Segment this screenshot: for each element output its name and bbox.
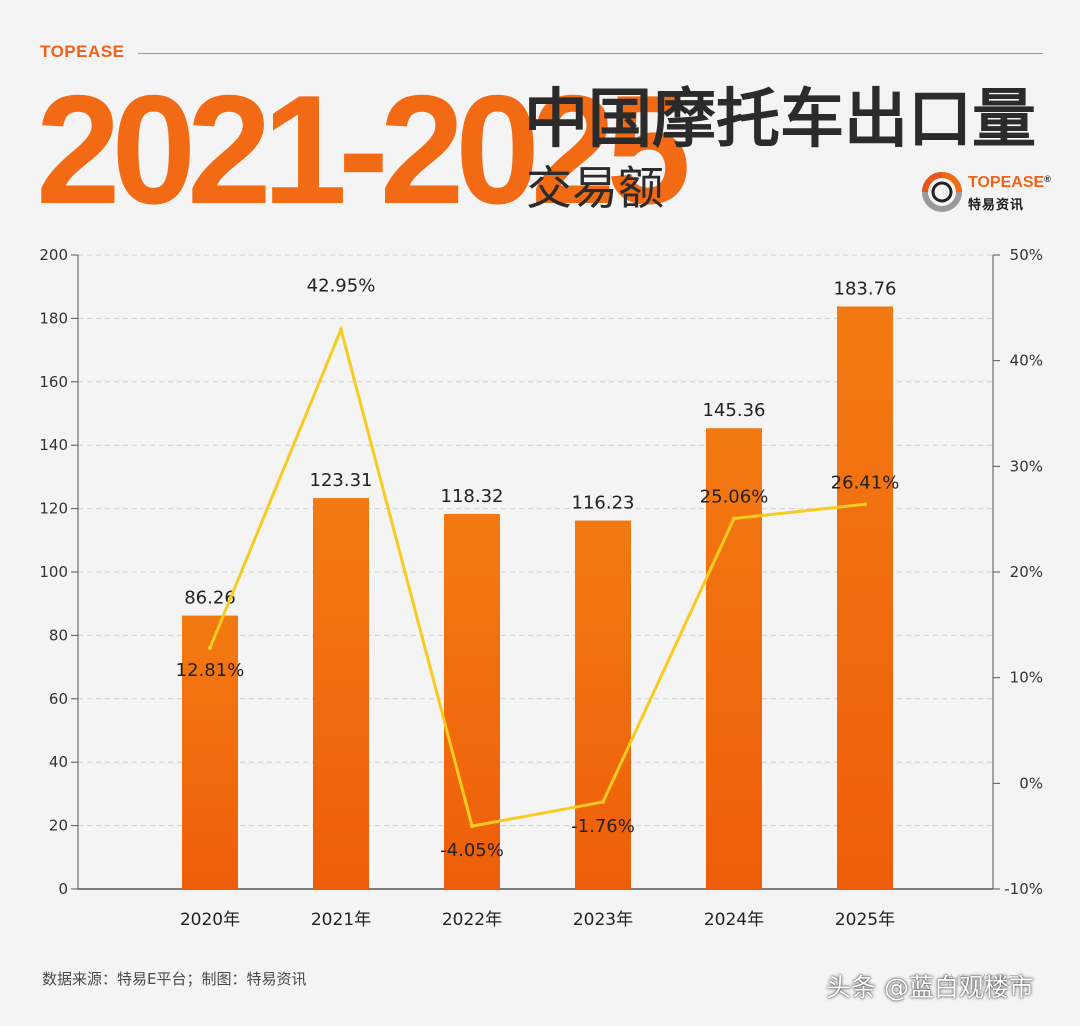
y-tick-label: 160 bbox=[39, 373, 68, 391]
growth-rate-label: -1.76% bbox=[571, 816, 635, 837]
growth-rate-point bbox=[601, 800, 605, 804]
x-category-label: 2024年 bbox=[704, 910, 764, 930]
bar-value-label: 123.31 bbox=[310, 470, 373, 491]
growth-rate-label: 12.81% bbox=[176, 660, 245, 681]
y-tick-label: 140 bbox=[39, 436, 68, 454]
y2-tick-label: 50% bbox=[1010, 246, 1043, 264]
y-tick-label: 120 bbox=[39, 500, 68, 518]
y2-tick-label: 30% bbox=[1010, 457, 1043, 475]
y-tick-label: 0 bbox=[58, 880, 68, 898]
growth-rate-point bbox=[732, 517, 736, 521]
watermark: 头条 @蓝白观楼市 bbox=[826, 968, 1034, 1004]
y-tick-label: 100 bbox=[39, 563, 68, 581]
bar-value-label: 183.76 bbox=[834, 278, 897, 299]
bar bbox=[444, 514, 500, 889]
growth-rate-line bbox=[210, 329, 865, 826]
y2-tick-label: 0% bbox=[1019, 774, 1043, 792]
bar bbox=[182, 616, 238, 889]
x-category-label: 2021年 bbox=[311, 910, 371, 930]
growth-rate-point bbox=[339, 327, 343, 331]
y-tick-label: 80 bbox=[49, 626, 68, 644]
bar bbox=[837, 306, 893, 889]
y-tick-label: 200 bbox=[39, 246, 68, 264]
x-category-label: 2023年 bbox=[573, 910, 633, 930]
bar-value-label: 118.32 bbox=[441, 486, 504, 507]
growth-rate-point bbox=[208, 646, 212, 650]
growth-rate-label: -4.05% bbox=[440, 840, 504, 861]
y-tick-label: 180 bbox=[39, 309, 68, 327]
bar-value-label: 145.36 bbox=[703, 400, 766, 421]
growth-rate-label: 26.41% bbox=[831, 472, 900, 493]
growth-rate-label: 42.95% bbox=[307, 275, 376, 296]
x-category-label: 2025年 bbox=[835, 910, 895, 930]
x-category-label: 2020年 bbox=[180, 910, 240, 930]
bar bbox=[313, 498, 369, 889]
y-tick-label: 60 bbox=[49, 690, 68, 708]
y-tick-label: 20 bbox=[49, 817, 68, 835]
y2-tick-label: -10% bbox=[1004, 880, 1043, 898]
x-category-label: 2022年 bbox=[442, 910, 502, 930]
growth-rate-point bbox=[470, 824, 474, 828]
y2-tick-label: 40% bbox=[1010, 352, 1043, 370]
y2-tick-label: 10% bbox=[1010, 669, 1043, 687]
data-source-note: 数据来源：特易E平台；制图：特易资讯 bbox=[42, 968, 306, 989]
growth-rate-label: 25.06% bbox=[700, 487, 769, 508]
y-tick-label: 40 bbox=[49, 753, 68, 771]
growth-rate-point bbox=[863, 502, 867, 506]
bar-value-label: 116.23 bbox=[572, 493, 635, 514]
y2-tick-label: 20% bbox=[1010, 563, 1043, 581]
